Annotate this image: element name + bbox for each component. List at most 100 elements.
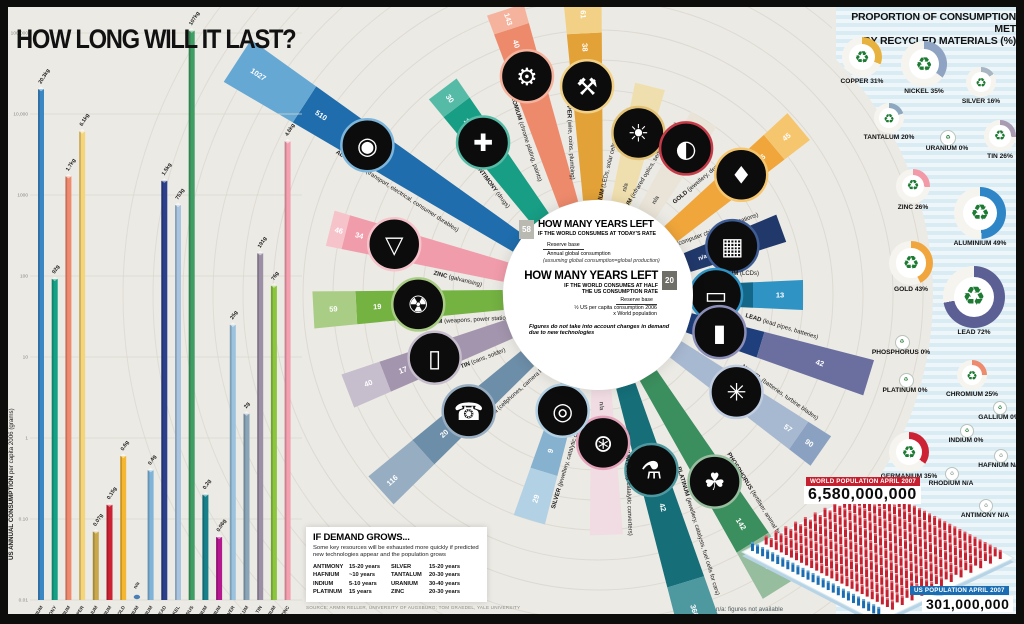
us-population-bar-cap — [766, 549, 770, 552]
world-population-bar-cap — [908, 522, 912, 525]
world-population-bar-cap — [914, 544, 918, 547]
us-population-bar-cap — [801, 567, 805, 570]
world-population-bar-cap — [869, 541, 873, 543]
world-population-bar-cap — [914, 564, 918, 567]
ring-icon: ◎ — [535, 383, 590, 438]
world-population-bar — [920, 578, 924, 586]
world-population-bar — [823, 519, 827, 527]
car-icon: ⚗ — [624, 442, 679, 498]
world-population-bar-cap — [838, 505, 842, 508]
world-population-bar — [933, 527, 937, 535]
bar-shade — [147, 470, 150, 600]
frame-right — [1016, 0, 1024, 624]
center-title-1: HOW MANY YEARS LEFT — [538, 219, 654, 230]
pills-icon: ✚ — [455, 115, 511, 170]
world-population-bar-cap — [880, 575, 884, 578]
world-population-bar — [890, 602, 894, 610]
demand-element-name: HAFNIUM — [313, 572, 340, 579]
world-population-bar — [968, 545, 972, 554]
world-population-bar — [844, 549, 848, 557]
world-population-bar — [874, 555, 878, 563]
world-population-bar-cap — [863, 528, 867, 531]
world-population-bar — [908, 514, 912, 522]
world-population-bar — [814, 543, 818, 551]
world-population-bar-cap — [964, 551, 967, 554]
world-population-bar — [893, 516, 897, 524]
world-population-bar — [888, 533, 892, 541]
demand-years-value: 20-30 years — [429, 572, 460, 579]
world-population-bar-cap — [968, 544, 972, 546]
world-population-bar-cap — [910, 581, 914, 584]
world-population-bar-cap — [958, 538, 962, 541]
world-population-bar — [933, 517, 937, 526]
world-population-bar — [794, 533, 798, 541]
world-population-bar — [858, 517, 862, 526]
world-population-bar-cap — [845, 577, 849, 579]
world-population-bar-cap — [893, 534, 897, 537]
world-population-bar-cap — [879, 565, 883, 568]
world-population-bar-cap — [919, 547, 923, 550]
cellphone-icon: ☎ — [441, 384, 496, 439]
world-population-bar-cap — [893, 524, 897, 527]
world-population-bar — [944, 571, 948, 580]
frame-top — [0, 0, 1024, 7]
world-population-bar-cap — [854, 543, 858, 545]
recycle-icon: ♻ — [975, 74, 987, 90]
recycle-icon: ♻ — [949, 471, 955, 477]
world-population-bar — [879, 547, 883, 556]
world-population-bar-cap — [870, 590, 874, 592]
world-population-bar — [840, 576, 844, 584]
world-population-bar — [884, 550, 888, 558]
world-population-bar-cap — [898, 517, 902, 520]
world-population-bar — [848, 512, 852, 521]
bar-indium: 0.4gINDIUM — [140, 454, 158, 622]
us-population-bar-cap — [761, 547, 765, 550]
world-population-bar-cap — [903, 520, 907, 522]
world-population-bar-cap — [833, 513, 837, 515]
bar-shade — [38, 89, 40, 600]
world-population-bar-cap — [814, 541, 818, 544]
years-value: 34 — [354, 230, 365, 241]
world-population-bar-cap — [889, 561, 893, 564]
world-population-bar-cap — [898, 537, 902, 539]
world-population-bar-cap — [869, 560, 873, 563]
bar-shade — [270, 285, 273, 600]
world-population-bar-cap — [895, 583, 899, 586]
world-population-bar-cap — [838, 525, 842, 528]
years-value: 90 — [803, 437, 815, 449]
world-population-bar — [900, 577, 904, 586]
demand-element-name: URANIUM — [391, 580, 418, 587]
recycling-panel-title: PROPORTION OF CONSUMPTION MET BY RECYCLE… — [851, 11, 1016, 48]
missile-icon: ☢ — [390, 277, 446, 332]
world-population-bar-cap — [840, 564, 844, 567]
y-tick-label: 0.01 — [19, 598, 29, 604]
us-population-value: 301,000,000 — [922, 596, 1014, 612]
world-population-bar-cap — [939, 567, 943, 570]
bar-cap — [51, 276, 58, 282]
world-population-value: 6,580,000,000 — [804, 486, 921, 504]
world-population-bar-cap — [918, 518, 922, 520]
bar-column — [51, 278, 58, 600]
world-population-bar — [875, 584, 879, 592]
spoke-segment — [563, 2, 602, 35]
years-value: 59 — [329, 304, 338, 313]
world-population-bar — [895, 594, 899, 603]
world-population-bar — [819, 555, 823, 564]
world-population-bar — [829, 541, 833, 549]
recycle-donut-hafnium: ♻ — [994, 449, 1008, 463]
bar-cap — [229, 322, 236, 327]
recycle-label-gold: GOLD 43% — [893, 286, 929, 293]
world-population-bar — [828, 521, 832, 530]
world-population-bar-cap — [835, 571, 839, 574]
recycle-label-aluminium: ALUMINIUM 49% — [953, 240, 1007, 247]
world-population-bar-cap — [794, 541, 798, 544]
recycle-label-indium: INDIUM 0% — [948, 437, 984, 444]
world-population-bar — [855, 583, 859, 592]
bar-shade — [120, 455, 122, 600]
world-population-bar-cap — [868, 521, 872, 524]
world-population-bar — [813, 514, 817, 522]
world-population-bar — [898, 538, 902, 547]
bar-value-label: 25g — [229, 310, 239, 321]
world-population-bar — [814, 553, 818, 561]
